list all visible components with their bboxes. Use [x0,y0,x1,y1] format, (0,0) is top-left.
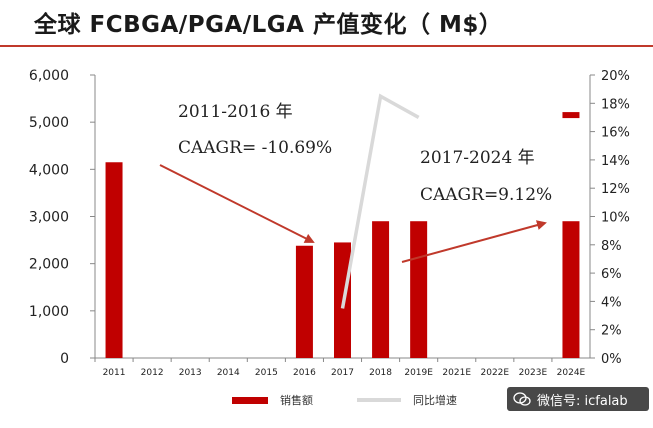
x-tick-label: 2022E [481,368,510,378]
x-tick-label: 2018 [369,368,392,378]
legend-line-label: 同比增速 [413,394,457,407]
left-tick-label: 5,000 [29,115,69,131]
left-tick-label: 6,000 [29,68,69,84]
right-tick-label: 16% [601,126,630,141]
bar-2011 [105,162,123,358]
x-tick-label: 2015 [255,368,278,378]
x-tick-label: 2012 [141,368,164,378]
x-tick-label: 2013 [179,368,202,378]
x-tick-label: 2019E [404,368,433,378]
left-tick-label: 1,000 [29,304,69,320]
x-tick-label: 2014 [217,368,240,378]
x-tick-label: 2017 [331,368,354,378]
trend-arrow-1 [159,164,315,243]
bar-2024E [562,221,580,358]
bar-segment-2024E [562,112,580,119]
page-title: 全球 FCBGA/PGA/LGA 产值变化（ M$） [34,12,503,38]
right-tick-label: 8% [601,239,622,254]
watermark-text: 微信号: icfalab [537,393,628,409]
legend-bar-label: 销售额 [280,394,313,407]
right-tick-label: 0% [601,352,622,367]
legend-line-swatch [357,398,401,402]
trend-arrow-2 [401,220,547,263]
left-tick-label: 3,000 [29,210,69,226]
right-tick-label: 4% [601,295,622,310]
x-tick-label: 2021E [442,368,471,378]
x-tick-label: 2023E [519,368,548,378]
left-tick-label: 4,000 [29,162,69,178]
right-tick-label: 18% [601,97,630,112]
wechat-icon [513,392,531,406]
watermark-badge: 微信号: icfalab [507,387,649,411]
x-tick-label: 2024E [557,368,586,378]
x-tick-label: 2011 [103,368,126,378]
legend: 销售额 同比增速 [232,390,457,410]
x-tick-label: 2016 [293,368,316,378]
left-tick-label: 2,000 [29,257,69,273]
annotation-1-line1: 2011-2016 年 [178,102,293,122]
right-tick-label: 12% [601,182,630,197]
right-tick-label: 20% [601,69,630,84]
legend-bar-swatch [232,396,268,404]
title-divider [0,45,653,47]
growth-line [340,93,420,309]
right-tick-label: 6% [601,267,622,282]
bar-2016 [295,245,313,358]
annotation-2-line1: 2017-2024 年 [420,148,535,168]
right-tick-label: 2% [601,324,622,339]
left-tick-label: 0 [60,351,69,367]
bar-2018 [372,221,390,358]
annotation-1-line2: CAAGR= -10.69% [178,138,333,158]
bar-2019E [410,221,428,358]
annotation-2-line2: CAAGR=9.12% [420,185,553,205]
right-tick-label: 10% [601,211,630,226]
right-tick-label: 14% [601,154,630,169]
